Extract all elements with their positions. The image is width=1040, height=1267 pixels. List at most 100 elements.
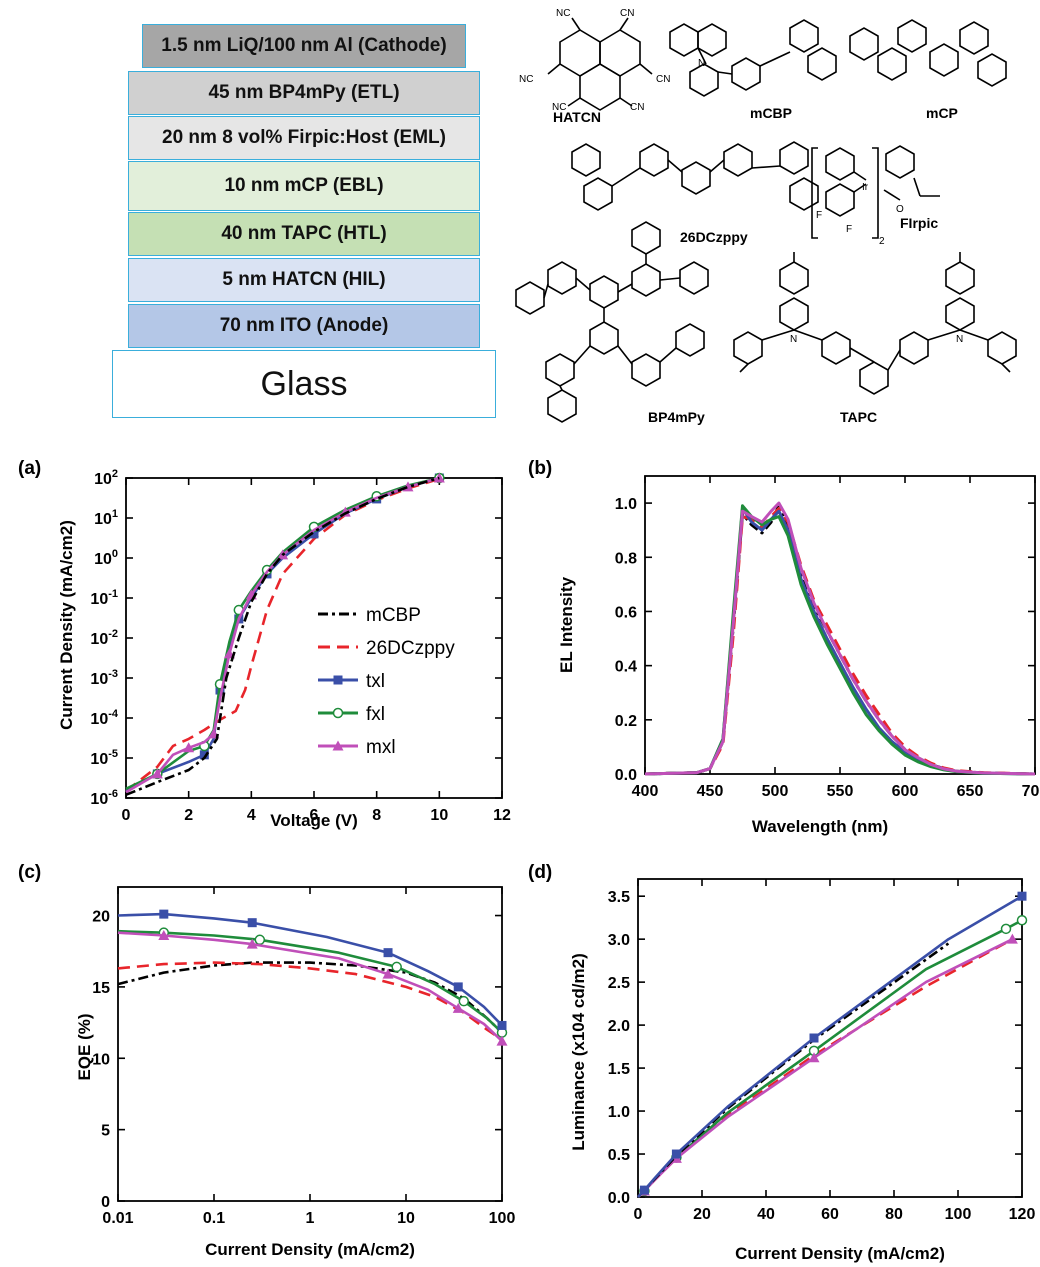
- x-tick-label: 10: [397, 1210, 415, 1227]
- series-line-mxl: [125, 476, 440, 794]
- legend-label-mCBP: mCBP: [366, 605, 421, 626]
- x-tick-label: 500: [762, 783, 789, 800]
- layer-htl: 40 nm TAPC (HTL): [128, 212, 480, 256]
- series-line-fxl: [117, 929, 503, 1034]
- series-line-mxl: [117, 931, 503, 1043]
- y-tick-label: 0.4: [615, 659, 637, 676]
- series-line-mCBP: [644, 504, 1036, 776]
- legend-label-txl: txl: [366, 671, 385, 692]
- atom-label: F: [816, 210, 822, 221]
- atom-label: NC: [519, 74, 533, 85]
- y-tick-label: 3.0: [608, 932, 630, 949]
- y-tick-label: 15: [92, 980, 110, 997]
- x-tick-label: 12: [493, 807, 511, 824]
- y-tick-label: 0.6: [615, 604, 637, 621]
- x-tick-label: 80: [885, 1206, 903, 1223]
- point-mxl: [246, 938, 258, 949]
- x-tick-label: 0.01: [102, 1210, 133, 1227]
- point-fxl: [254, 934, 266, 946]
- y-tick-label: 20: [92, 909, 110, 926]
- panel-label-c: (c): [18, 862, 42, 883]
- atom-label: CN: [630, 102, 644, 113]
- atom-label: Ir: [862, 182, 869, 193]
- y-tick-label: 0: [101, 1194, 110, 1211]
- point-mxl: [183, 742, 195, 753]
- point-fxl: [1000, 923, 1012, 935]
- x-tick-label: 6: [310, 807, 319, 824]
- plot-area: 0.01 0.1 1 10 100 0 5 10 15 20: [92, 886, 515, 1227]
- legend-label-26DCzppy: 26DCzppy: [366, 638, 455, 659]
- legend-label-mxl: mxl: [366, 737, 396, 758]
- series-line-26DCzppy: [644, 507, 1036, 776]
- molecule-name-26dczppy: 26DCzppy: [680, 229, 748, 245]
- plot-frame: [644, 475, 1036, 775]
- layer-hil: 5 nm HATCN (HIL): [128, 258, 480, 302]
- y-tick-label: 0.0: [608, 1190, 630, 1207]
- atom-label: O: [896, 204, 904, 215]
- point-txl: [1017, 891, 1027, 901]
- layer-label: 5 nm HATCN (HIL): [222, 269, 386, 290]
- series-line-26DCzppy: [637, 938, 1014, 1198]
- x-tick-label: 600: [892, 783, 919, 800]
- chart-c-ylabel: EQE (%): [75, 1013, 94, 1080]
- y-tick-label: 10-3: [90, 668, 118, 688]
- plot-area: 0 20 40 60 80 100 120 0.0 0.5 1.0 1.5 2.0 2.5 3.0 3.5: [608, 878, 1036, 1223]
- y-tick-label: 3.5: [608, 889, 630, 906]
- point-mxl: [158, 930, 170, 941]
- point-fxl: [391, 961, 402, 973]
- layer-label: 20 nm 8 vol% Firpic:Host (EML): [162, 127, 446, 148]
- x-tick-label: 10: [430, 807, 448, 824]
- x-tick-label: 60: [821, 1206, 839, 1223]
- series-line-txl: [644, 507, 1036, 776]
- y-tick-label: 10-4: [90, 708, 118, 728]
- layer-ebl: 10 nm mCP (EBL): [128, 161, 480, 211]
- molecule-name-bp4mpy: BP4mPy: [648, 409, 705, 425]
- x-tick-label: 40: [757, 1206, 775, 1223]
- atom-label: N: [790, 334, 797, 345]
- layer-label: 40 nm TAPC (HTL): [221, 223, 387, 244]
- molecule-name-firpic: FIrpic: [900, 215, 938, 231]
- chart-c-xlabel: Current Density (mA/cm2): [205, 1240, 415, 1259]
- chart-a-xlabel: Voltage (V): [270, 811, 358, 830]
- y-tick-label: 10-6: [90, 788, 118, 808]
- legend-label-fxl: fxl: [366, 704, 385, 725]
- chart-d-luminance: Luminance (x104 cd/m2) Current Density (…: [569, 878, 1036, 1263]
- series-line-mxl: [637, 938, 1013, 1198]
- series-line-26DCzppy: [117, 961, 503, 1041]
- layer-anode: 70 nm ITO (Anode): [128, 304, 480, 348]
- point-txl: [199, 750, 209, 760]
- x-tick-label: 650: [957, 783, 984, 800]
- panel-label-d: (d): [528, 862, 553, 883]
- series-line-fxl: [125, 476, 440, 790]
- chemical-structures: NC CN NC CN NC CN N Ir F F O 2 N N HATCN…: [515, 8, 1017, 425]
- point-mxl: [808, 1052, 820, 1063]
- atom-label: N: [956, 334, 963, 345]
- layer-label: 10 nm mCP (EBL): [224, 175, 384, 196]
- layer-etl: 45 nm BP4mPy (ETL): [128, 71, 480, 115]
- layer-label: 1.5 nm LiQ/100 nm Al (Cathode): [161, 35, 447, 56]
- device-stack: 1.5 nm LiQ/100 nm Al (Cathode) 45 nm BP4…: [0, 0, 520, 430]
- plot-area: 0 2 4 6 8 10 12 10-6 10-5 10-4 10-3 10-2 10-1 100 101 1…: [90, 468, 511, 824]
- x-tick-label: 0.1: [203, 1210, 225, 1227]
- x-tick-label: 120: [1009, 1206, 1036, 1223]
- point-txl: [497, 1020, 507, 1030]
- x-tick-label: 20: [693, 1206, 711, 1223]
- legend-a: mCBP 26DCzppy txl fxl mxl: [318, 605, 455, 758]
- series-line-mCBP: [117, 961, 503, 1034]
- tapc-structure: [733, 252, 1017, 395]
- chart-a-current-voltage: Current Density (mA/cm2) Voltage (V) 0 2 4…: [57, 468, 511, 830]
- point-fxl: [1016, 915, 1028, 926]
- x-tick-label: 700: [1022, 783, 1040, 800]
- point-txl: [809, 1033, 819, 1043]
- x-tick-label: 1: [306, 1210, 315, 1227]
- point-mxl: [496, 1035, 508, 1046]
- y-tick-label: 0.8: [615, 550, 637, 567]
- chart-d-xlabel: Current Density (mA/cm2): [735, 1244, 945, 1263]
- bp4mpy-structure: [515, 221, 709, 423]
- point-txl: [247, 918, 257, 928]
- molecule-name-hatcn: HATCN: [553, 109, 601, 125]
- atom-label: NC: [552, 102, 566, 113]
- y-tick-label: 5: [101, 1123, 110, 1140]
- y-tick-label: 2.0: [608, 1018, 630, 1035]
- atom-label: 2: [879, 236, 885, 247]
